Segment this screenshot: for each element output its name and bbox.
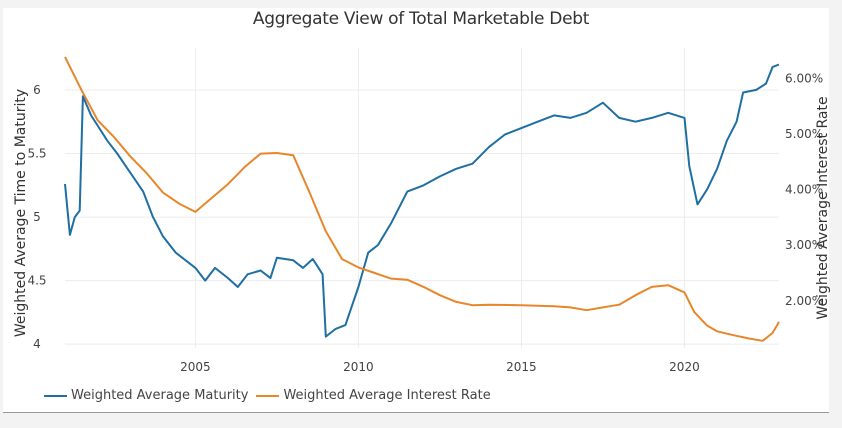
y2-tick-label: 4.00% <box>785 183 823 197</box>
y2-tick-label: 3.00% <box>785 238 823 252</box>
legend-label-maturity: Weighted Average Maturity <box>71 388 249 403</box>
legend-label-interest-rate: Weighted Average Interest Rate <box>283 388 491 403</box>
y2-tick-label: 6.00% <box>785 72 823 86</box>
y-tick-label: 6 <box>33 83 41 97</box>
series-line-interest-rate <box>64 56 780 342</box>
x-axis-ticks: 2005 2010 2015 2020 <box>180 360 700 374</box>
y2-axis-ticks: 2.00% 3.00% 4.00% 5.00% 6.00% <box>785 72 823 308</box>
y-tick-label: 4.5 <box>27 274 46 288</box>
chart-title: Aggregate View of Total Marketable Debt <box>252 9 590 29</box>
y2-tick-label: 2.00% <box>785 294 823 308</box>
legend-item-maturity[interactable]: Weighted Average Maturity <box>44 388 248 403</box>
y-axis-ticks: 4 4.5 5 5.5 6 <box>27 83 46 351</box>
x-tick-label: 2020 <box>669 360 700 374</box>
legend-swatch-interest-rate <box>256 394 280 397</box>
series-lines <box>64 56 780 342</box>
y-tick-label: 4 <box>33 337 41 351</box>
y-axis-title: Weighted Average Time to Maturity <box>13 89 29 337</box>
y-tick-label: 5 <box>33 210 41 224</box>
legend: Weighted Average Maturity Weighted Avera… <box>44 388 499 403</box>
y2-axis-title: Weighted Average Interest Rate <box>815 96 831 319</box>
gridlines <box>65 48 779 348</box>
x-tick-label: 2005 <box>180 360 211 374</box>
legend-swatch-maturity <box>44 394 67 397</box>
legend-item-interest-rate[interactable]: Weighted Average Interest Rate <box>256 388 491 403</box>
x-tick-label: 2015 <box>506 360 537 374</box>
y-tick-label: 5.5 <box>27 147 46 161</box>
series-line-maturity <box>64 63 780 338</box>
chart-card <box>3 8 829 413</box>
x-tick-label: 2010 <box>343 360 374 374</box>
y2-tick-label: 5.00% <box>785 127 823 141</box>
